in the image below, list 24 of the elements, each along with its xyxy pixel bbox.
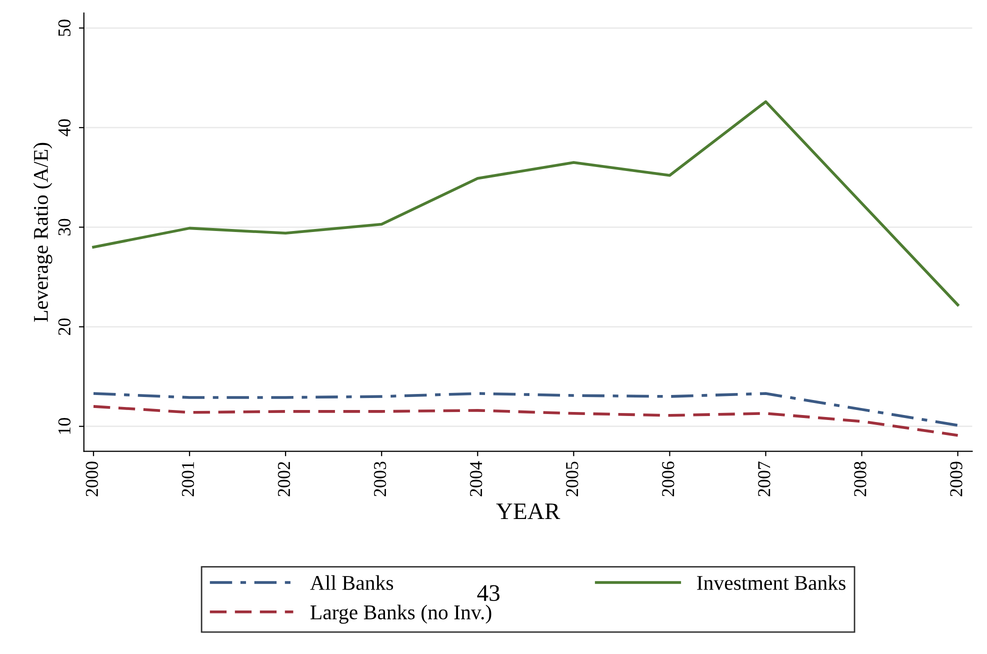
text: 43 <box>477 585 500 602</box>
line-series <box>92 100 960 306</box>
x-tick-label: 2000 <box>86 462 98 496</box>
x-tick-label: 2001 <box>182 462 194 496</box>
x-tick-label: 2007 <box>758 462 770 496</box>
legend-label: Large Banks (no Inv.) <box>310 604 492 624</box>
y-tick-label: 10 <box>58 418 71 434</box>
y-tick-label: 30 <box>58 218 71 236</box>
y-tick-label: 40 <box>58 119 71 136</box>
legend-label: Investment Banks <box>697 575 846 590</box>
x-tick-label: 2003 <box>374 462 386 496</box>
y-tick-label: 50 <box>58 20 71 36</box>
x-tick-label: 2005 <box>566 462 578 496</box>
x-tick-label: 2006 <box>662 462 674 496</box>
x-axis-title: YEAR <box>496 503 560 520</box>
x-tick-label: 2004 <box>470 461 482 496</box>
y-tick-label: 20 <box>58 318 71 336</box>
x-tick-label: 2009 <box>950 462 962 496</box>
x-tick-label: 2002 <box>278 462 290 496</box>
line-series <box>92 392 960 427</box>
y-axis-title: Leverage Ratio (A/E) <box>33 142 52 322</box>
line-series <box>92 405 960 437</box>
legend-label: All Banks <box>310 575 394 590</box>
x-tick-label: 2008 <box>854 462 866 496</box>
